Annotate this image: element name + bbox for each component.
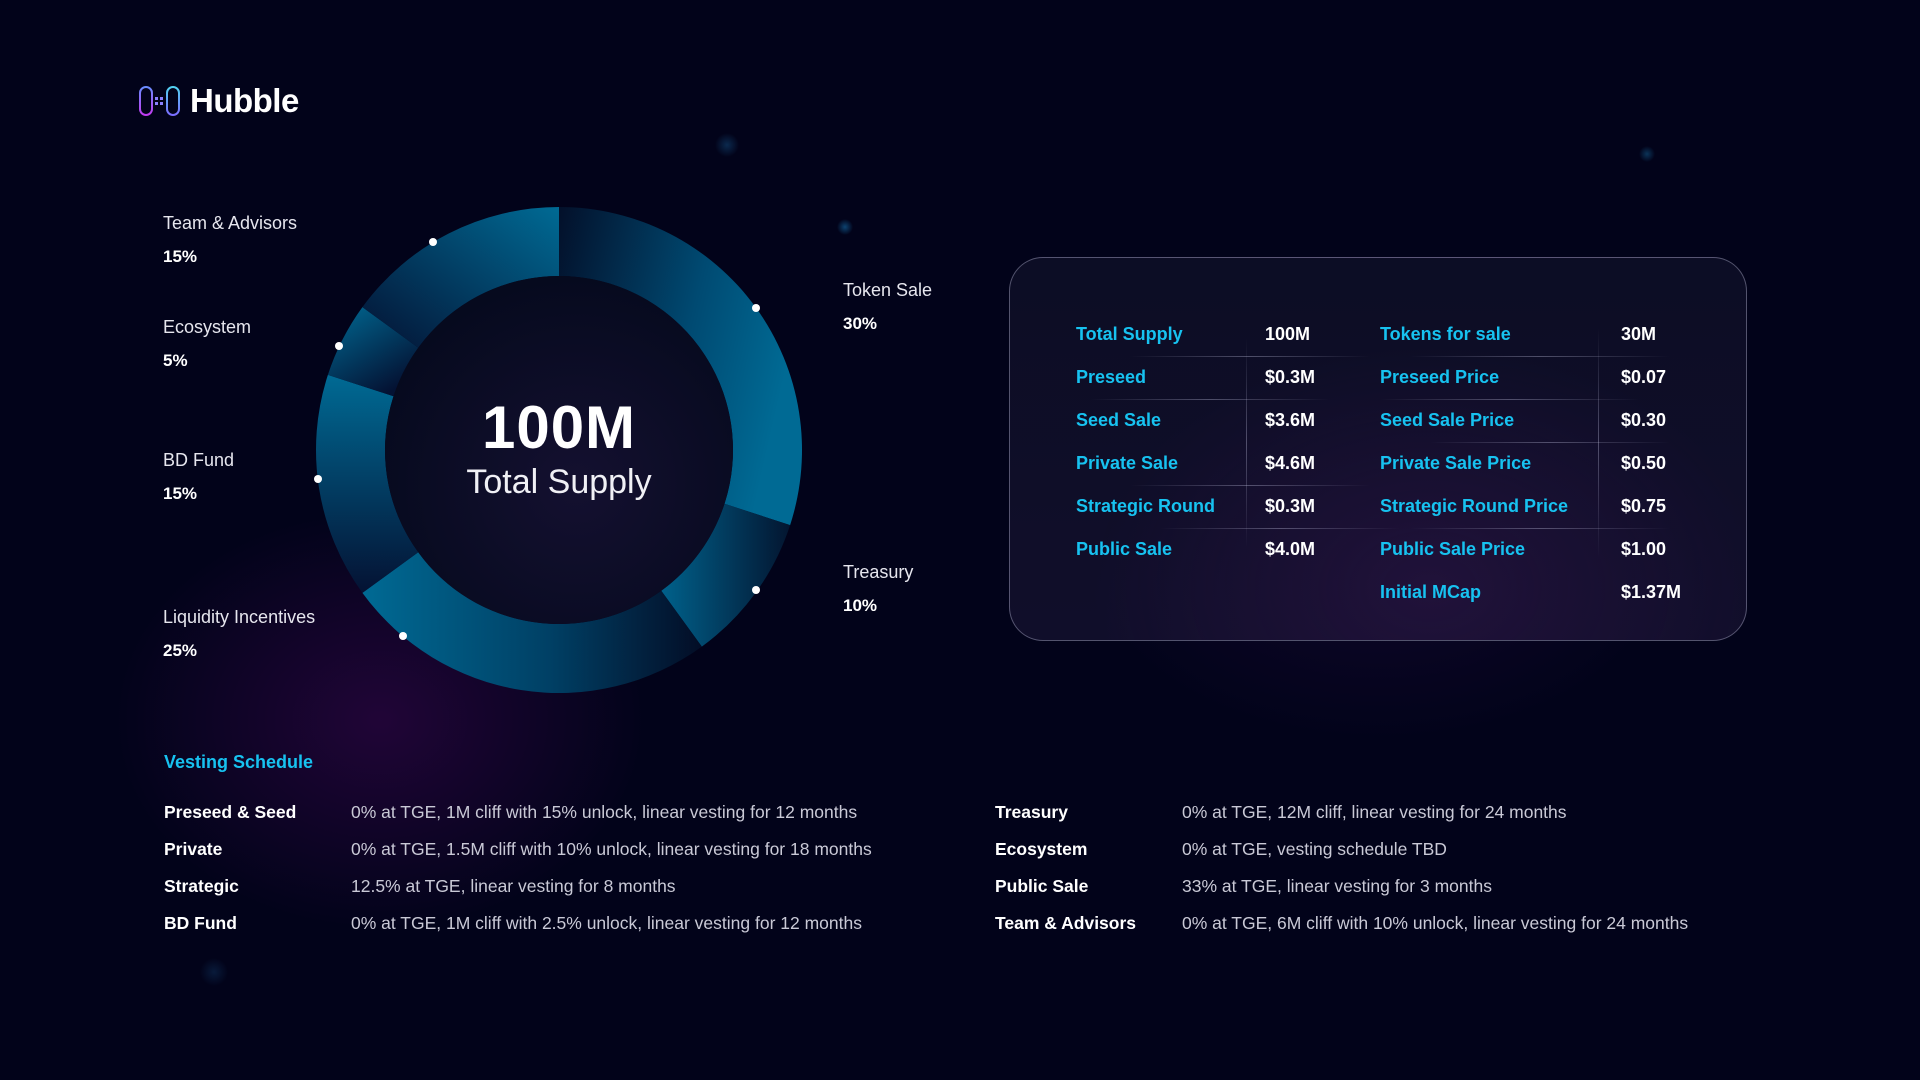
- donut-segment-liquidity-incentives: [362, 552, 702, 693]
- divider: [1246, 338, 1247, 548]
- callout-dot: [429, 238, 437, 246]
- stat-value: $0.07: [1621, 367, 1667, 387]
- divider: [1410, 356, 1670, 357]
- stat-label: Initial MCap: [1380, 582, 1482, 602]
- vesting-schedule-title: Vesting Schedule: [164, 752, 314, 772]
- stat-value: $0.3M: [1265, 496, 1316, 516]
- brand-logo: Hubble: [138, 82, 299, 120]
- stat-label: Public Sale Price: [1380, 539, 1526, 559]
- stat-label: Preseed Price: [1380, 367, 1500, 387]
- divider: [1090, 399, 1330, 400]
- stat-label: Preseed: [1076, 367, 1147, 387]
- stat-value: $0.30: [1621, 410, 1667, 430]
- donut-segment-ecosystem: [327, 307, 419, 397]
- divider: [1130, 356, 1370, 357]
- callout-team-advisors: Team & Advisors 15%: [163, 213, 298, 266]
- donut-hole: [385, 276, 733, 624]
- vesting-terms: 33% at TGE, linear vesting for 3 months: [1182, 876, 1492, 896]
- stat-value: $3.6M: [1265, 410, 1316, 430]
- callout-token-sale: Token Sale 30%: [843, 280, 933, 333]
- divider: [1598, 328, 1599, 558]
- stat-value: $1.37M: [1621, 582, 1682, 602]
- stat-label: Tokens for sale: [1380, 324, 1511, 344]
- callout-dot: [399, 632, 407, 640]
- divider: [1160, 528, 1400, 529]
- callout-bd-fund: BD Fund 15%: [163, 450, 235, 503]
- hubble-logo-icon: [139, 86, 180, 116]
- stat-label: Public Sale: [1076, 539, 1173, 559]
- callout-dot: [335, 342, 343, 350]
- callout-dot: [314, 475, 322, 483]
- vesting-terms: 12.5% at TGE, linear vesting for 8 month…: [351, 876, 676, 896]
- token-stats-card: Total Supply 100M Preseed $0.3M Seed Sale …: [1009, 257, 1747, 641]
- vesting-allocation-name: Private: [164, 839, 223, 859]
- stat-value: 100M: [1265, 324, 1311, 344]
- callout-liquidity-incentives: Liquidity Incentives 25%: [163, 607, 316, 660]
- stat-value: $0.50: [1621, 453, 1667, 473]
- vesting-allocation-name: BD Fund: [164, 913, 237, 933]
- divider: [1380, 399, 1640, 400]
- vesting-allocation-name: Team & Advisors: [995, 913, 1137, 933]
- donut-segment-treasury: [661, 503, 791, 647]
- donut-segments: [315, 207, 802, 693]
- vesting-terms: 0% at TGE, 1M cliff with 15% unlock, lin…: [351, 802, 858, 822]
- stat-label: Strategic Round: [1076, 496, 1216, 516]
- callout-dot: [752, 304, 760, 312]
- vesting-terms: 0% at TGE, 1.5M cliff with 10% unlock, l…: [351, 839, 872, 859]
- stat-value: $1.00: [1621, 539, 1667, 559]
- stat-value: $4.0M: [1265, 539, 1316, 559]
- stat-value: $0.75: [1621, 496, 1667, 516]
- stat-value: $4.6M: [1265, 453, 1316, 473]
- stat-label: Seed Sale Price: [1380, 410, 1515, 430]
- donut-segment-team-advisors: [362, 207, 559, 348]
- stat-label: Private Sale: [1076, 453, 1179, 473]
- stat-label: Total Supply: [1076, 324, 1183, 344]
- callout-treasury: Treasury 10%: [843, 562, 914, 615]
- brand-name: Hubble: [190, 82, 299, 119]
- divider: [1410, 528, 1670, 529]
- divider: [1130, 485, 1370, 486]
- vesting-allocation-name: Public Sale: [995, 876, 1089, 896]
- vesting-terms: 0% at TGE, 6M cliff with 10% unlock, lin…: [1182, 913, 1689, 933]
- callout-dot: [752, 586, 760, 594]
- donut-segment-token-sale: [559, 207, 802, 526]
- vesting-terms: 0% at TGE, vesting schedule TBD: [1182, 839, 1447, 859]
- divider: [1430, 442, 1670, 443]
- center-total-value: 100M: [481, 394, 637, 461]
- center-total-label: Total Supply: [466, 463, 652, 501]
- stat-label: Strategic Round Price: [1380, 496, 1569, 516]
- stat-label: Private Sale Price: [1380, 453, 1532, 473]
- donut-segment-bd-fund: [315, 374, 419, 593]
- vesting-terms: 0% at TGE, 1M cliff with 2.5% unlock, li…: [351, 913, 862, 933]
- vesting-allocation-name: Treasury: [995, 802, 1068, 822]
- stat-label: Seed Sale: [1076, 410, 1162, 430]
- stat-value: 30M: [1621, 324, 1657, 344]
- stat-value: $0.3M: [1265, 367, 1316, 387]
- vesting-allocation-name: Strategic: [164, 876, 239, 896]
- callout-ecosystem: Ecosystem 5%: [163, 317, 252, 370]
- vesting-allocation-name: Preseed & Seed: [164, 802, 297, 822]
- vesting-terms: 0% at TGE, 12M cliff, linear vesting for…: [1182, 802, 1567, 822]
- vesting-allocation-name: Ecosystem: [995, 839, 1088, 859]
